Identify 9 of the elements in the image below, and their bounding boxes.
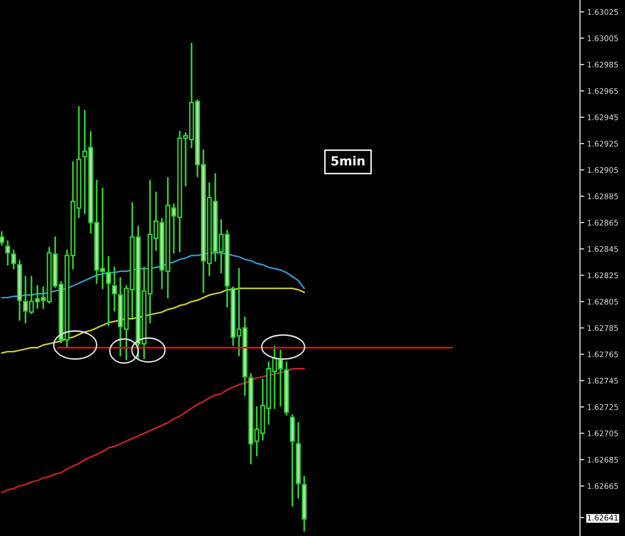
line-series	[1, 288, 305, 354]
candlestick	[11, 249, 16, 270]
candlestick	[0, 230, 4, 246]
candlestick	[5, 240, 10, 266]
candlestick	[106, 256, 111, 326]
line-series	[1, 368, 305, 494]
candlestick	[290, 414, 295, 507]
annotation: 5min	[332, 156, 364, 166]
candlestick	[112, 266, 117, 312]
